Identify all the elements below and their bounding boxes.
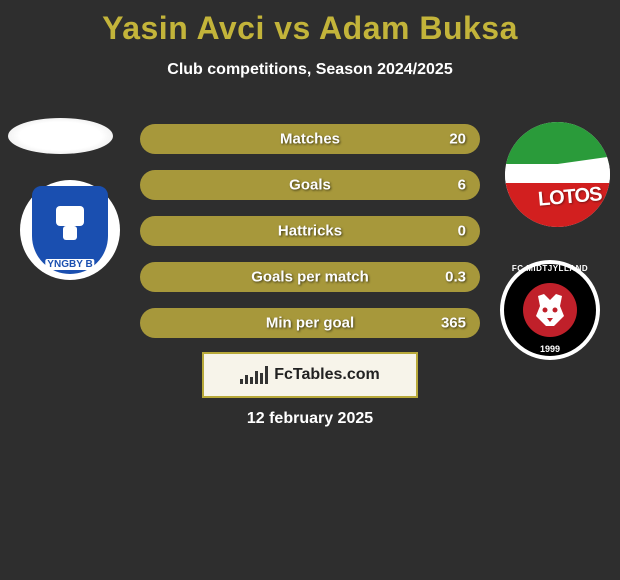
avatar-stripe-green — [505, 122, 610, 164]
bar-label: Goals per match — [251, 269, 369, 286]
subtitle: Club competitions, Season 2024/2025 — [0, 61, 620, 79]
bar-value: 6 — [458, 177, 466, 194]
club-right-name: FC MIDTJYLLAND — [500, 264, 600, 273]
club-right-year: 1999 — [500, 344, 600, 354]
club-right-inner — [523, 283, 577, 337]
comparison-infographic: Yasin Avci vs Adam Buksa Club competitio… — [0, 0, 620, 580]
watermark-text: FcTables.com — [274, 366, 380, 384]
bar-value: 0.3 — [445, 269, 466, 286]
bar-label: Hattricks — [278, 223, 342, 240]
bars-chart-icon-bar — [255, 371, 258, 384]
bar-label: Matches — [280, 131, 340, 148]
bars-chart-icon-bar — [240, 379, 243, 384]
player-right-avatar: LOTOS — [505, 122, 610, 227]
stat-bars: Matches 20 Goals 6 Hattricks 0 Goals per… — [140, 124, 480, 354]
page-title: Yasin Avci vs Adam Buksa — [0, 0, 620, 47]
club-left-label: YNGBY B — [45, 259, 94, 270]
snapshot-date: 12 february 2025 — [247, 410, 373, 428]
bar-row-matches: Matches 20 — [140, 124, 480, 154]
club-right-crest: FC MIDTJYLLAND 1999 — [500, 260, 600, 360]
watermark: FcTables.com — [202, 352, 418, 398]
club-left-crest: YNGBY B — [20, 180, 120, 280]
bars-chart-icon-bar — [260, 373, 263, 384]
bars-chart-icon-bar — [250, 377, 253, 384]
bars-chart-icon-bar — [265, 366, 268, 384]
bar-row-goals: Goals 6 — [140, 170, 480, 200]
bar-value: 20 — [449, 131, 466, 148]
player-left-avatar — [8, 118, 113, 154]
bar-value: 0 — [458, 223, 466, 240]
bar-value: 365 — [441, 315, 466, 332]
bar-row-min-per-goal: Min per goal 365 — [140, 308, 480, 338]
wolf-head-icon — [530, 290, 570, 330]
bar-label: Min per goal — [266, 315, 354, 332]
bar-label: Goals — [289, 177, 331, 194]
bars-chart-icon-bar — [245, 375, 248, 384]
club-left-viking-icon — [50, 200, 90, 240]
bar-row-hattricks: Hattricks 0 — [140, 216, 480, 246]
bar-row-goals-per-match: Goals per match 0.3 — [140, 262, 480, 292]
bars-chart-icon — [240, 366, 268, 384]
